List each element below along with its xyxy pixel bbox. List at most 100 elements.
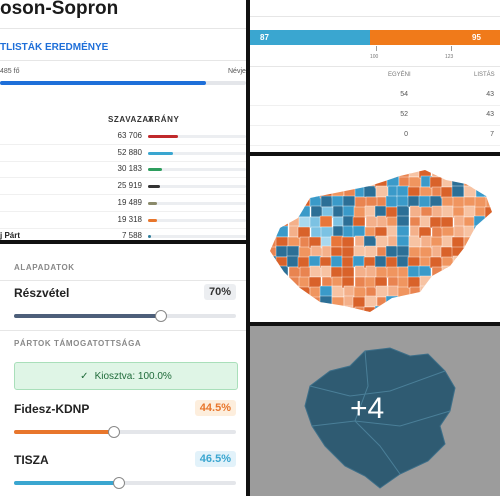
seat-count: 87 [260,33,269,42]
district [331,175,345,188]
district [352,225,366,238]
district [363,306,377,312]
district [396,255,410,268]
district [275,205,289,218]
budapest-map [304,347,456,489]
district [431,170,445,178]
district [330,266,344,279]
district [353,170,367,178]
seat-value: 43 [486,91,494,98]
share-bar [148,151,173,155]
district [321,170,335,178]
district [364,245,378,258]
district [440,246,454,259]
seat-value: 52 [400,111,408,118]
district [330,255,344,268]
section-caption: ALAPADATOK [14,263,75,272]
district [429,176,443,189]
district [474,196,488,209]
district [375,235,389,248]
district [270,295,280,308]
share-track [148,168,246,172]
district [330,235,344,248]
slider-track[interactable] [14,481,236,485]
party-share[interactable]: 46.5% [194,451,236,467]
progress-fill [0,81,206,85]
district [297,205,311,218]
district [451,305,465,312]
divider [0,60,246,61]
slider-thumb[interactable] [113,477,125,489]
district [419,285,433,298]
vote-count: 25 919 [117,181,142,191]
district [341,236,355,249]
share-bar [148,201,157,205]
seat-bar-left [250,30,370,45]
district [474,255,488,268]
district [286,196,300,209]
district [396,225,410,238]
column-header: LISTÁS [474,72,495,78]
district [408,305,422,312]
row-divider [0,177,246,179]
district [309,305,323,312]
district [343,176,357,189]
slider-thumb[interactable] [155,310,167,322]
district [342,205,356,218]
district [270,170,279,179]
share-track [148,185,246,189]
district [386,305,400,312]
district [374,305,388,312]
district [484,236,492,249]
district [430,295,444,308]
district [365,215,379,228]
district [320,195,334,208]
district [485,175,492,188]
row-divider [250,105,500,106]
district [270,265,278,278]
slider-thumb[interactable] [108,426,120,438]
turnout-value[interactable]: 70% [203,284,236,300]
turnout-label: Részvétel [14,286,70,300]
district [385,195,399,208]
vote-count: 19 318 [117,214,142,224]
district [352,255,366,268]
district [429,216,443,229]
district [440,216,454,229]
district [463,185,477,198]
district [441,295,455,308]
district [363,185,377,198]
slider-track[interactable] [14,430,236,434]
district [288,170,302,179]
district [374,205,388,218]
district [441,265,455,278]
divider [250,16,500,17]
district [485,275,492,288]
district [486,170,492,178]
row-divider [250,125,500,126]
party-share[interactable]: 44.5% [194,400,236,416]
district [486,246,492,259]
more-panel[interactable]: +4 [250,326,500,496]
district [474,245,488,258]
district [270,255,278,268]
district [429,256,443,269]
seats-panel: 87 95 100 123 EGYÉNI LISTÁS 54 43 52 43 0 7 [250,0,500,152]
district [431,306,445,312]
district [440,276,454,289]
seat-value: 54 [400,91,408,98]
district [440,186,454,199]
district [431,285,445,298]
vote-count: 63 706 [117,131,142,140]
seat-value: 0 [404,131,408,138]
district [297,256,311,269]
district [486,216,492,229]
map-panel [250,156,500,322]
district [475,285,489,298]
district [441,170,455,179]
row-divider [0,210,246,212]
district [407,265,421,278]
district [298,216,312,229]
district [485,226,492,239]
district [463,265,477,278]
